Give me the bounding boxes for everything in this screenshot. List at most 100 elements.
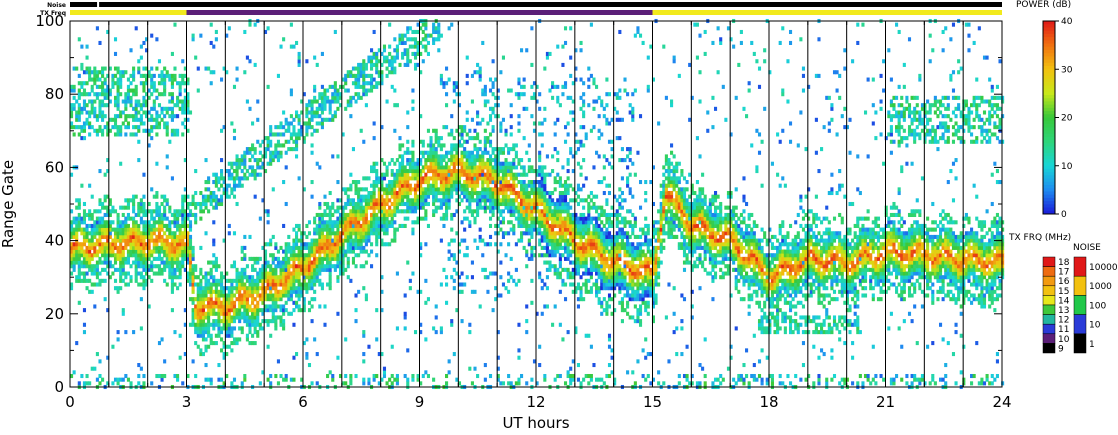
heatmap-cell <box>501 180 505 185</box>
heatmap-cell <box>465 158 469 163</box>
heatmap-cell <box>483 161 487 166</box>
heatmap-cell <box>150 106 154 111</box>
heatmap-cell <box>305 355 309 360</box>
heatmap-cell <box>320 249 324 254</box>
heatmap-cell <box>88 212 92 218</box>
heatmap-cell <box>256 282 260 287</box>
heatmap-cell <box>388 51 392 56</box>
heatmap-cell <box>207 187 211 192</box>
heatmap-cell <box>178 81 182 86</box>
heatmap-cell <box>227 304 231 309</box>
heatmap-cell <box>256 333 260 338</box>
heatmap-cell <box>370 84 374 89</box>
heatmap-cell <box>235 311 239 316</box>
noise-strip-segment <box>70 2 98 7</box>
heatmap-cell <box>543 260 547 265</box>
heatmap-cell <box>230 333 234 338</box>
heatmap-cell <box>256 99 260 104</box>
heatmap-cell <box>196 319 200 324</box>
heatmap-cell <box>212 300 216 305</box>
heatmap-cell <box>357 238 361 243</box>
heatmap-cell <box>173 267 177 272</box>
heatmap-cell <box>258 308 262 313</box>
heatmap-cell <box>496 147 500 152</box>
heatmap-cell <box>434 194 438 199</box>
heatmap-cell <box>194 267 198 272</box>
heatmap-cell <box>468 172 472 177</box>
heatmap-cell <box>111 245 115 250</box>
heatmap-cell <box>72 370 76 375</box>
heatmap-cell <box>463 282 467 287</box>
txfreq-strip <box>70 10 1002 15</box>
heatmap-cell <box>470 150 474 155</box>
heatmap-cell <box>320 256 324 261</box>
heatmap-cell <box>235 337 239 342</box>
heatmap-cell <box>85 121 89 126</box>
heatmap-cell <box>354 220 358 225</box>
heatmap-cell <box>403 216 407 221</box>
heatmap-cell <box>230 289 234 294</box>
heatmap-cell <box>494 154 498 159</box>
heatmap-cell <box>476 147 480 152</box>
heatmap-cell <box>230 190 234 196</box>
heatmap-cell <box>370 165 374 170</box>
heatmap-cell <box>77 256 81 261</box>
heatmap-cell <box>266 282 270 287</box>
heatmap-cell <box>238 300 242 305</box>
heatmap-cell <box>147 231 151 236</box>
heatmap-cell <box>124 125 128 130</box>
heatmap-cell <box>214 322 218 327</box>
heatmap-cell <box>501 147 505 152</box>
heatmap-cell <box>106 234 110 239</box>
heatmap-cell <box>344 337 348 342</box>
heatmap-cell <box>486 289 490 294</box>
heatmap-cell <box>225 315 229 320</box>
heatmap-cell <box>349 216 353 221</box>
heatmap-cell <box>429 183 433 188</box>
heatmap-cell <box>538 275 542 280</box>
heatmap-cell <box>240 267 244 272</box>
heatmap-cell <box>98 282 102 287</box>
heatmap-cell <box>496 150 500 155</box>
heatmap-cell <box>235 183 239 188</box>
heatmap-cell <box>413 176 418 181</box>
heatmap-cell <box>238 311 242 316</box>
heatmap-cell <box>445 172 449 177</box>
heatmap-cell <box>207 319 211 324</box>
heatmap-cell <box>274 297 278 302</box>
heatmap-cell <box>269 333 273 338</box>
heatmap-cell <box>201 319 205 324</box>
heatmap-cell <box>445 165 449 170</box>
heatmap-cell <box>527 242 531 247</box>
heatmap-cell <box>157 121 162 126</box>
heatmap-cell <box>88 66 92 71</box>
heatmap-cell <box>106 125 110 130</box>
heatmap-cell <box>238 282 242 287</box>
heatmap-cell <box>388 161 392 166</box>
heatmap-cell <box>253 267 257 272</box>
txfreq-strip-segment <box>186 10 653 15</box>
heatmap-cell <box>240 271 244 276</box>
heatmap-cell <box>333 234 337 239</box>
heatmap-cell <box>204 363 208 368</box>
heatmap-cell <box>543 205 547 210</box>
heatmap-cell <box>362 92 366 97</box>
heatmap-cell <box>545 260 549 265</box>
heatmap-cell <box>527 169 531 174</box>
heatmap-cell <box>447 26 451 31</box>
heatmap-cell <box>341 187 345 192</box>
heatmap-cell <box>183 242 187 247</box>
heatmap-cell <box>323 245 327 250</box>
heatmap-cell <box>282 308 286 313</box>
heatmap-cell <box>323 234 327 239</box>
heatmap-cell <box>520 165 524 170</box>
heatmap-cell <box>372 169 376 174</box>
heatmap-cell <box>251 341 255 346</box>
heatmap-cell <box>514 381 518 386</box>
heatmap-cell <box>261 311 265 316</box>
heatmap-cell <box>302 341 306 346</box>
heatmap-cell <box>183 322 187 327</box>
heatmap-cell <box>181 234 185 239</box>
heatmap-cell <box>75 220 79 225</box>
heatmap-cell <box>338 260 343 265</box>
